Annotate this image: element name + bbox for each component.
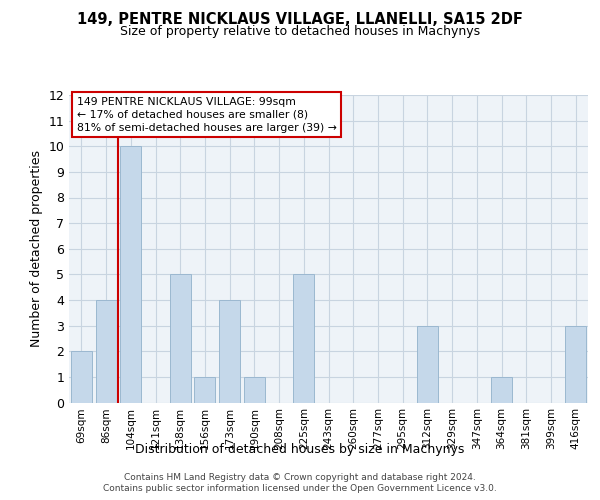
Bar [565, 326, 586, 402]
Bar [244, 377, 265, 402]
Bar [219, 300, 240, 402]
Text: Size of property relative to detached houses in Machynys: Size of property relative to detached ho… [120, 25, 480, 38]
Y-axis label: Number of detached properties: Number of detached properties [30, 150, 43, 347]
Bar [293, 274, 314, 402]
Bar [417, 326, 438, 402]
Text: Contains public sector information licensed under the Open Government Licence v3: Contains public sector information licen… [103, 484, 497, 493]
Bar [194, 377, 215, 402]
Bar [71, 351, 92, 403]
Text: Distribution of detached houses by size in Machynys: Distribution of detached houses by size … [136, 442, 464, 456]
Bar [95, 300, 116, 402]
Bar [120, 146, 141, 403]
Bar [491, 377, 512, 402]
Bar [170, 274, 191, 402]
Text: Contains HM Land Registry data © Crown copyright and database right 2024.: Contains HM Land Registry data © Crown c… [124, 472, 476, 482]
Text: 149, PENTRE NICKLAUS VILLAGE, LLANELLI, SA15 2DF: 149, PENTRE NICKLAUS VILLAGE, LLANELLI, … [77, 12, 523, 28]
Text: 149 PENTRE NICKLAUS VILLAGE: 99sqm
← 17% of detached houses are smaller (8)
81% : 149 PENTRE NICKLAUS VILLAGE: 99sqm ← 17%… [77, 96, 337, 133]
